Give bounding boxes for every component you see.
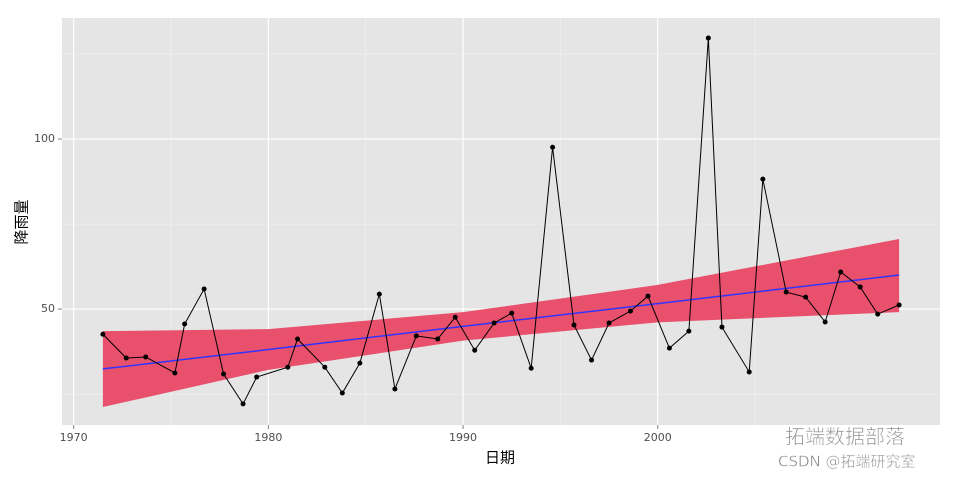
data-point: [339, 390, 345, 396]
data-point: [322, 364, 328, 370]
data-point: [172, 370, 178, 376]
x-tick-label: 2000: [644, 431, 672, 444]
data-point: [589, 357, 595, 363]
data-point: [528, 365, 534, 371]
watermark: CSDN @拓端研究室: [778, 453, 916, 471]
y-tick-label: 50: [41, 302, 55, 315]
y-axis-title: 降雨量: [13, 199, 31, 244]
data-point: [803, 294, 809, 300]
data-point: [491, 320, 497, 326]
data-point: [686, 328, 692, 334]
data-point: [240, 401, 246, 407]
data-point: [875, 311, 881, 317]
data-point: [182, 321, 188, 327]
data-point: [413, 333, 419, 339]
data-point: [645, 293, 651, 299]
data-point: [838, 269, 844, 275]
fit-line: [102, 274, 900, 370]
x-tick-label: 1980: [254, 431, 282, 444]
data-line: [102, 38, 900, 405]
data-point: [143, 354, 149, 360]
data-point: [435, 336, 441, 342]
data-point: [392, 386, 398, 392]
y-tick-label: 100: [34, 132, 55, 145]
data-point: [509, 310, 515, 316]
data-point: [822, 319, 828, 325]
data-point: [666, 345, 672, 351]
data-point: [472, 347, 478, 353]
x-tick-label: 1970: [60, 431, 88, 444]
data-point: [376, 291, 382, 297]
data-point: [627, 308, 633, 314]
data-point: [550, 144, 556, 150]
data-point: [719, 324, 725, 330]
data-point: [857, 284, 863, 290]
data-point: [123, 355, 129, 361]
confidence-band: [102, 239, 900, 407]
data-point: [201, 286, 207, 292]
data-point: [357, 360, 363, 366]
data-point: [452, 314, 458, 320]
data-point: [896, 302, 902, 308]
data-point: [285, 364, 291, 370]
x-axis-title: 日期: [485, 449, 515, 467]
data-point: [783, 289, 789, 295]
data-point: [746, 369, 752, 375]
data-point: [760, 176, 766, 182]
data-point: [295, 336, 301, 342]
watermark: 拓端数据部落: [785, 425, 905, 449]
data-point: [705, 35, 711, 41]
data-point: [606, 320, 612, 326]
x-tick-label: 1990: [449, 431, 477, 444]
data-point: [221, 371, 227, 377]
data-point: [571, 322, 577, 328]
data-point: [254, 374, 260, 380]
data-point: [100, 331, 106, 337]
